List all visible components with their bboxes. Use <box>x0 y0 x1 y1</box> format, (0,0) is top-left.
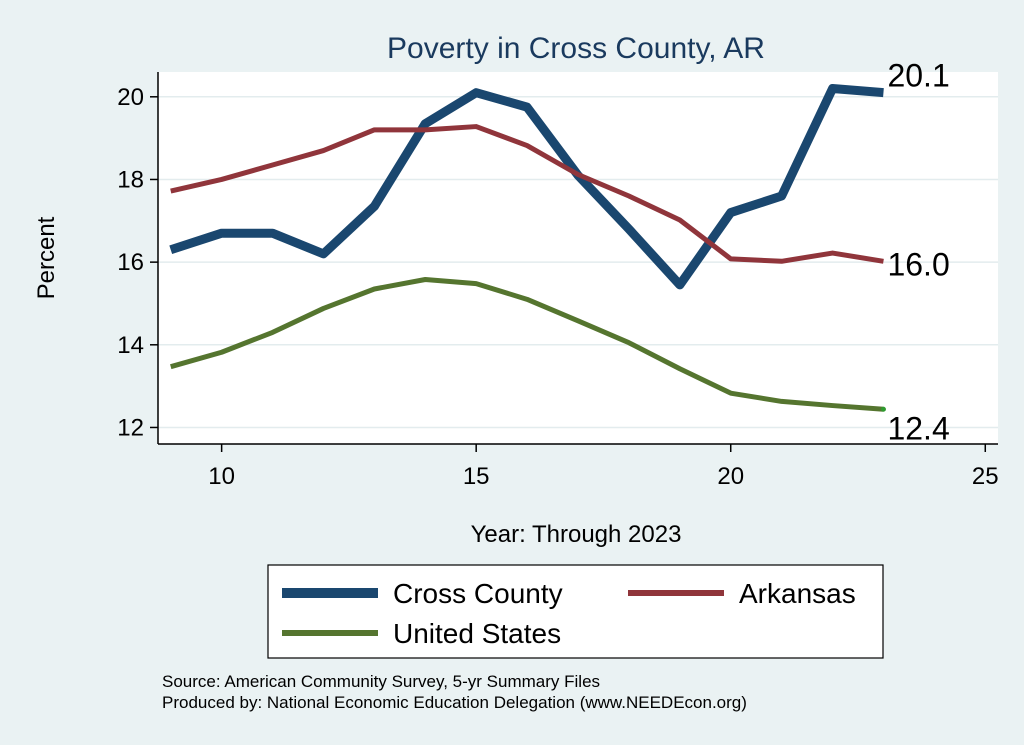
y-tick-label: 18 <box>117 166 144 193</box>
united-states-end-marker <box>880 406 886 412</box>
end-labels: 20.1 16.0 12.4 <box>887 58 949 447</box>
legend-label-united-states: United States <box>393 618 561 649</box>
legend-label-arkansas: Arkansas <box>739 578 856 609</box>
end-label-united-states: 12.4 <box>887 410 949 446</box>
axes <box>157 72 998 445</box>
ticks: 12 14 16 18 20 10 15 20 25 <box>117 84 998 490</box>
end-label-arkansas: 16.0 <box>887 246 949 282</box>
chart-title: Poverty in Cross County, AR <box>387 32 765 65</box>
end-label-cross-county: 20.1 <box>887 58 949 94</box>
series-line-arkansas <box>170 124 884 264</box>
y-axis-label: Percent <box>33 216 60 299</box>
y-tick-label: 14 <box>117 332 144 359</box>
legend-box <box>267 564 884 659</box>
producer-note: Produced by: National Economic Education… <box>162 693 747 712</box>
series-line-united-states <box>170 276 884 412</box>
x-tick-label: 15 <box>463 463 490 490</box>
x-tick-label: 20 <box>717 463 744 490</box>
y-tick-label: 16 <box>117 249 144 276</box>
x-tick-label: 25 <box>972 463 999 490</box>
y-tick-label: 12 <box>117 414 144 441</box>
series-line-cross-county <box>169 84 884 290</box>
legend-label-cross-county: Cross County <box>393 578 563 609</box>
x-axis-label: Year: Through 2023 <box>471 521 682 548</box>
x-tick-label: 10 <box>208 463 235 490</box>
source-note: Source: American Community Survey, 5-yr … <box>162 672 600 691</box>
series-lines <box>169 84 886 412</box>
legend: Cross County Arkansas United States <box>267 564 884 659</box>
y-tick-label: 20 <box>117 84 144 111</box>
